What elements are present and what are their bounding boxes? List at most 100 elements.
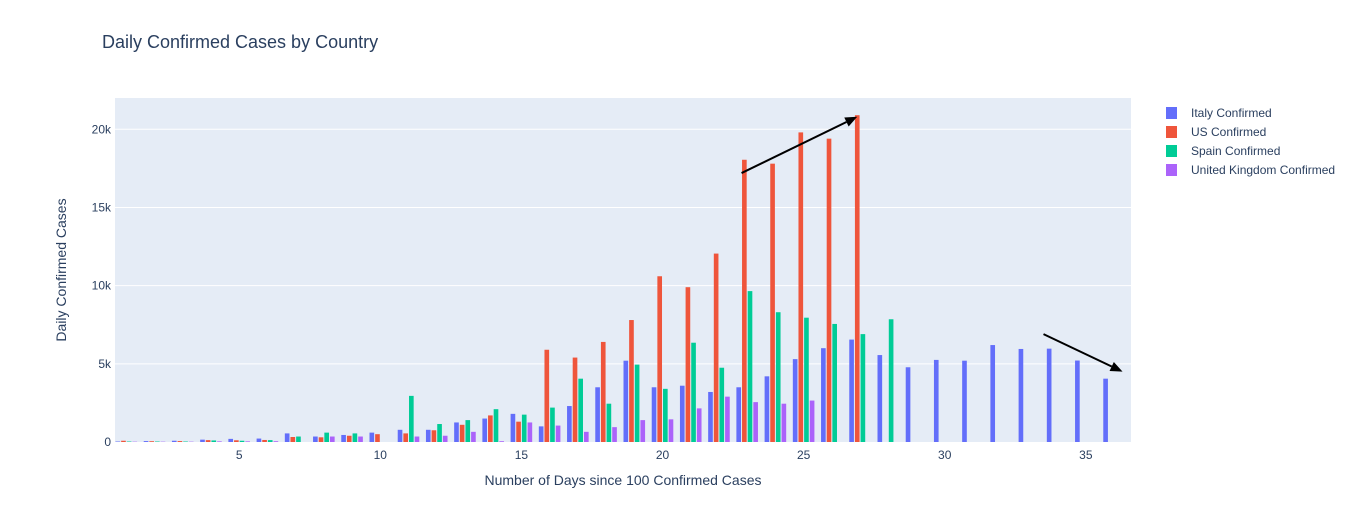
bar [285, 433, 290, 442]
chart-title: Daily Confirmed Cases by Country [102, 32, 378, 52]
bar [257, 439, 262, 442]
bar [804, 318, 809, 442]
bar [742, 160, 747, 442]
bar [274, 441, 279, 442]
bar [313, 437, 318, 442]
x-tick-label: 10 [374, 448, 388, 462]
bar [827, 139, 832, 442]
bar [347, 436, 352, 442]
bar [567, 406, 572, 442]
bar [121, 441, 126, 442]
bar [528, 422, 533, 442]
bar [810, 401, 815, 442]
x-tick-label: 25 [797, 448, 811, 462]
bar [556, 426, 561, 442]
bar [370, 433, 375, 442]
bar [437, 424, 442, 442]
bar [409, 396, 414, 442]
x-tick-label: 5 [236, 448, 243, 462]
bar [635, 365, 640, 442]
bar [691, 343, 696, 442]
bar [889, 319, 894, 442]
bar [680, 386, 685, 442]
bar [482, 419, 487, 442]
bar [612, 427, 617, 442]
bar [601, 342, 606, 442]
bar [544, 350, 549, 442]
bar [465, 420, 470, 442]
bar [296, 437, 301, 442]
bar [714, 254, 719, 442]
bar [578, 379, 583, 442]
bar [443, 436, 448, 442]
y-tick-label: 10k [92, 279, 112, 293]
bar [821, 348, 826, 442]
bar [245, 441, 250, 442]
bar [330, 437, 335, 442]
x-axis-label: Number of Days since 100 Confirmed Cases [484, 472, 761, 488]
bar [855, 115, 860, 442]
bar [657, 276, 662, 442]
bar [652, 387, 657, 442]
bar [753, 402, 758, 442]
bar [324, 433, 329, 442]
bar [488, 415, 493, 442]
bar [719, 368, 724, 442]
bar [539, 426, 544, 442]
bar [211, 440, 216, 442]
bar [172, 441, 177, 442]
y-tick-label: 0 [104, 435, 111, 449]
bar [240, 441, 245, 442]
bar [878, 355, 883, 442]
bar [432, 430, 437, 442]
bar [584, 432, 589, 442]
bar [962, 361, 967, 442]
bar [686, 287, 691, 442]
bar [793, 359, 798, 442]
bar [319, 437, 324, 442]
bar [725, 397, 730, 442]
y-tick-label: 20k [92, 122, 112, 136]
bar [748, 291, 753, 442]
legend-label: United Kingdom Confirmed [1191, 163, 1335, 177]
bar [426, 430, 431, 442]
bar [663, 389, 668, 442]
bar [460, 425, 465, 442]
bar [178, 441, 183, 442]
bar [217, 441, 222, 442]
legend-swatch [1166, 145, 1177, 157]
y-axis-label: Daily Confirmed Cases [53, 198, 69, 341]
bar [415, 437, 420, 442]
bar [234, 440, 239, 442]
bar [262, 440, 267, 442]
bar [454, 422, 459, 442]
bar [595, 387, 600, 442]
bar [228, 439, 233, 442]
legend-label: US Confirmed [1191, 125, 1266, 139]
bar [550, 408, 555, 442]
x-tick-label: 30 [938, 448, 952, 462]
bar [471, 432, 476, 442]
bar [607, 404, 612, 442]
bar [798, 132, 803, 442]
legend-swatch [1166, 164, 1177, 176]
bar [765, 376, 770, 442]
bar [499, 441, 504, 442]
legend-label: Spain Confirmed [1191, 144, 1280, 158]
bar [206, 440, 211, 442]
x-tick-label: 15 [515, 448, 529, 462]
bar [782, 404, 787, 442]
bar [736, 387, 741, 442]
y-tick-label: 15k [92, 200, 112, 214]
bar [494, 409, 499, 442]
bar [990, 345, 995, 442]
bar [776, 312, 781, 442]
bar [375, 434, 380, 442]
bar [861, 334, 866, 442]
bar [290, 437, 295, 442]
bar [511, 414, 516, 442]
bar [934, 360, 939, 442]
legend-label: Italy Confirmed [1191, 106, 1272, 120]
